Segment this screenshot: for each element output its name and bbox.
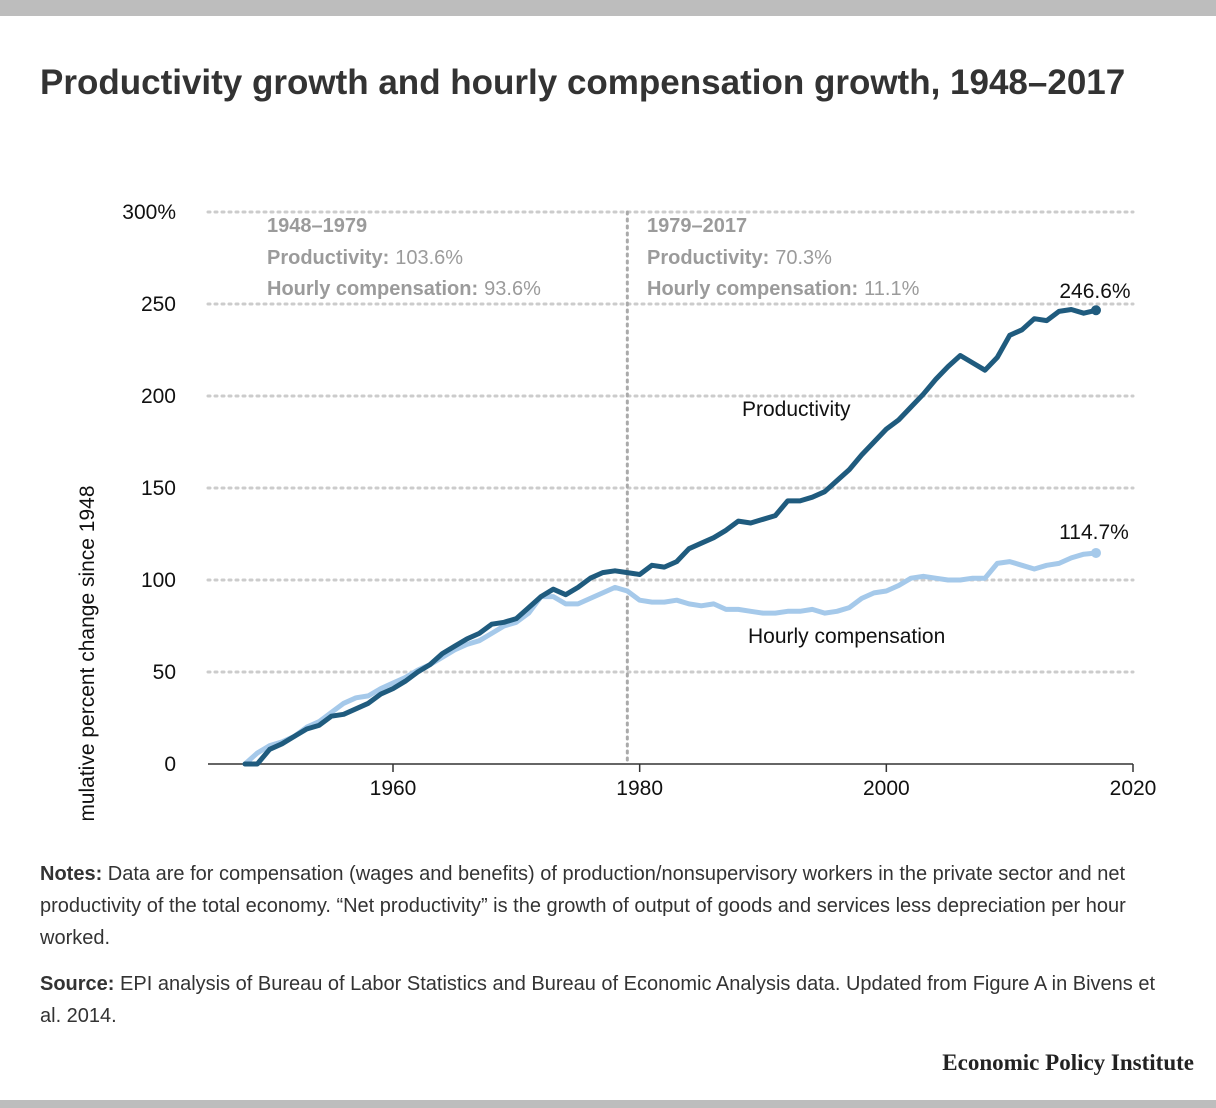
y-tick-label: 200 xyxy=(141,385,176,408)
period-2-productivity: Productivity: 70.3% xyxy=(647,247,832,269)
hourly-compensation-end-point xyxy=(1091,547,1101,558)
y-tick-label: 250 xyxy=(141,293,176,316)
period-2-title: 1979–2017 xyxy=(647,215,747,237)
x-tick-label: 2020 xyxy=(1110,777,1157,800)
productivity-end-label: 246.6% xyxy=(1059,280,1130,303)
x-tick-label: 1980 xyxy=(616,777,663,800)
y-tick-label: 0 xyxy=(164,753,176,776)
period-1-productivity: Productivity: 103.6% xyxy=(267,247,463,269)
period-annotation-1979-2017: 1979–2017 Productivity: 70.3% Hourly comp… xyxy=(647,215,920,300)
productivity-line xyxy=(242,307,1099,767)
productivity-end-point xyxy=(1091,305,1101,316)
period-1-compensation: Hourly compensation: 93.6% xyxy=(267,278,541,300)
hourly-compensation-series-label: Hourly compensation xyxy=(748,625,945,648)
axis-ticks: 0 50 100 150 200 250 300% 1960 1980 2000 2020 xyxy=(122,201,1156,800)
period-2-compensation: Hourly compensation: 11.1% xyxy=(647,278,920,300)
line-chart: 0 50 100 150 200 250 300% 1960 1980 2000 2020 Cumu… xyxy=(76,201,1156,820)
period-1-title: 1948–1979 xyxy=(267,215,367,237)
productivity-series-label: Productivity xyxy=(742,398,851,421)
source: Source: EPI analysis of Bureau of Labor … xyxy=(40,968,1180,1032)
bottom-border xyxy=(0,1100,1216,1108)
notes-text: Data are for compensation (wages and ben… xyxy=(40,863,1126,949)
source-label: Source: xyxy=(40,973,115,995)
y-axis-title: Cumulative percent change since 1948 xyxy=(76,485,99,820)
y-tick-label: 300% xyxy=(122,201,176,224)
y-tick-label: 100 xyxy=(141,569,176,592)
chart-title: Productivity growth and hourly compensat… xyxy=(40,63,1126,102)
x-tick-label: 2000 xyxy=(863,777,910,800)
notes-label: Notes: xyxy=(40,863,103,885)
source-text: EPI analysis of Bureau of Labor Statisti… xyxy=(40,973,1156,1027)
period-annotation-1948-1979: 1948–1979 Productivity: 103.6% Hourly com… xyxy=(267,215,541,300)
hourly-compensation-line xyxy=(242,550,1099,767)
y-tick-label: 150 xyxy=(141,477,176,500)
top-border xyxy=(0,0,1216,16)
brand-logo: Economic Policy Institute xyxy=(942,1050,1194,1075)
hourly-compensation-end-label: 114.7% xyxy=(1059,521,1129,544)
notes: Notes: Data are for compensation (wages … xyxy=(40,858,1180,954)
x-tick-label: 1960 xyxy=(370,777,417,800)
gridlines xyxy=(206,210,1135,674)
y-tick-label: 50 xyxy=(153,661,176,684)
